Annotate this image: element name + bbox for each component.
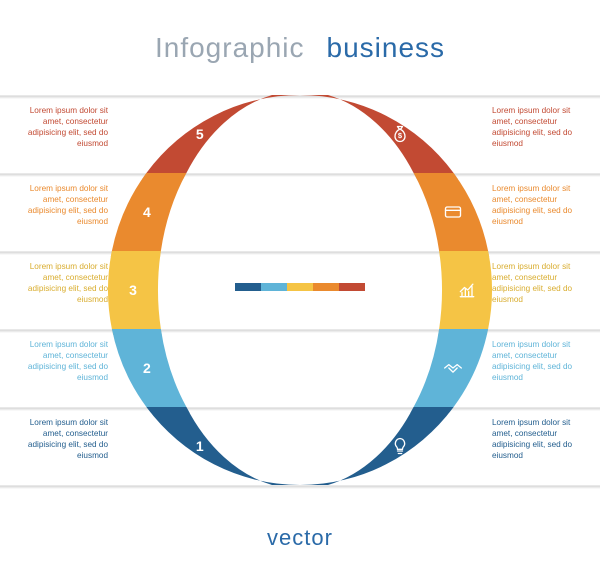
right-text-4: Lorem ipsum dolor sit amet, consectetur … bbox=[480, 173, 600, 251]
right-text-3: Lorem ipsum dolor sit amet, consectetur … bbox=[480, 251, 600, 329]
divider bbox=[0, 173, 600, 174]
right-text-5: Lorem ipsum dolor sit amet, consectetur … bbox=[480, 95, 600, 173]
left-text-4: Lorem ipsum dolor sit amet, consectetur … bbox=[0, 173, 120, 251]
left-text-5: Lorem ipsum dolor sit amet, consectetur … bbox=[0, 95, 120, 173]
divider bbox=[0, 251, 600, 252]
divider bbox=[0, 485, 600, 486]
row-1: Lorem ipsum dolor sit amet, consectetur … bbox=[0, 407, 600, 485]
title-word-2: business bbox=[327, 32, 446, 63]
legend bbox=[235, 283, 365, 291]
divider bbox=[0, 407, 600, 408]
title-word-1: Infographic bbox=[155, 32, 305, 63]
left-text-3: Lorem ipsum dolor sit amet, consectetur … bbox=[0, 251, 120, 329]
row-2: Lorem ipsum dolor sit amet, consectetur … bbox=[0, 329, 600, 407]
legend-swatch-3 bbox=[287, 283, 313, 291]
divider bbox=[0, 329, 600, 330]
infographic-stage: Infographic business Lorem ipsum dolor si… bbox=[0, 0, 600, 583]
right-text-2: Lorem ipsum dolor sit amet, consectetur … bbox=[480, 329, 600, 407]
legend-swatch-1 bbox=[235, 283, 261, 291]
row-4: Lorem ipsum dolor sit amet, consectetur … bbox=[0, 173, 600, 251]
row-5: Lorem ipsum dolor sit amet, consectetur … bbox=[0, 95, 600, 173]
legend-swatch-2 bbox=[261, 283, 287, 291]
legend-swatch-4 bbox=[313, 283, 339, 291]
legend-swatch-5 bbox=[339, 283, 365, 291]
divider bbox=[0, 95, 600, 96]
right-text-1: Lorem ipsum dolor sit amet, consectetur … bbox=[480, 407, 600, 485]
title: Infographic business bbox=[0, 32, 600, 64]
left-text-2: Lorem ipsum dolor sit amet, consectetur … bbox=[0, 329, 120, 407]
left-text-1: Lorem ipsum dolor sit amet, consectetur … bbox=[0, 407, 120, 485]
footer-text: vector bbox=[0, 525, 600, 551]
